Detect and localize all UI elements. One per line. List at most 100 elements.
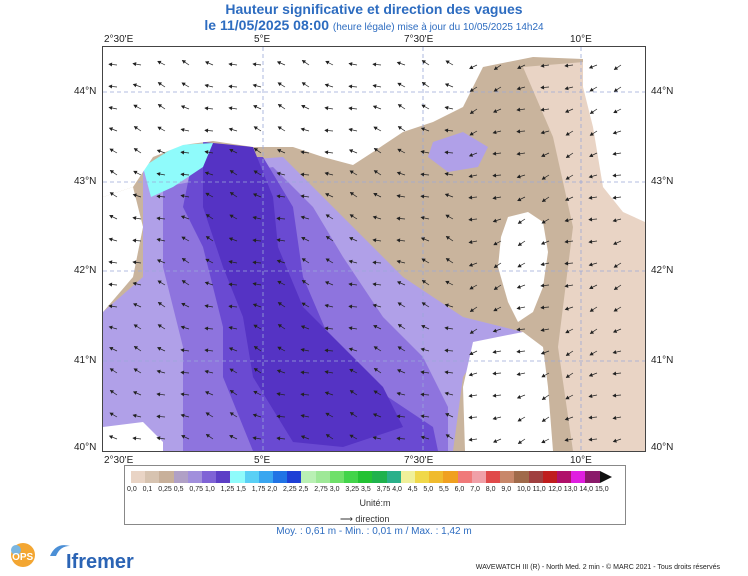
direction-arrowhead (205, 433, 211, 438)
direction-arrowhead (468, 415, 473, 420)
lon-label-top: 2°30'E (104, 34, 134, 45)
direction-arrowhead (516, 129, 521, 134)
direction-arrowhead (420, 414, 425, 419)
direction-arrowhead (277, 82, 282, 87)
direction-arrowhead (469, 110, 475, 114)
direction-arrowhead (445, 60, 450, 65)
direction-arrowhead (588, 64, 594, 69)
direction-arrowhead (564, 86, 569, 91)
direction-arrowhead (565, 329, 570, 334)
direction-arrowhead (396, 414, 401, 419)
credit-line: WAVEWATCH III (R) - North Med. 2 min - ©… (475, 564, 720, 571)
direction-arrowhead (492, 416, 497, 421)
legend-swatch (315, 471, 331, 483)
legend-swatch (372, 471, 388, 483)
direction-arrowhead (276, 392, 281, 397)
legend-swatch (202, 471, 217, 483)
direction-arrowhead (229, 412, 234, 416)
legend-overflow-arrow-icon (599, 471, 612, 483)
direction-arrowhead (108, 237, 113, 242)
direction-arrowhead (420, 347, 425, 352)
legend-label: 4,5 (407, 486, 418, 493)
direction-arrowhead (205, 61, 210, 65)
direction-arrowhead (492, 151, 497, 156)
direction-arrowhead (565, 395, 570, 400)
direction-arrowhead (349, 368, 354, 373)
ifremer-logo[interactable]: Ifremer (66, 551, 134, 573)
legend-label: 1,25 (220, 486, 235, 493)
direction-arrowhead (300, 370, 305, 375)
legend-label: 12,0 (548, 486, 562, 493)
direction-arrowhead (613, 286, 619, 291)
direction-arrowhead (324, 370, 329, 375)
direction-arrowhead (277, 346, 282, 351)
direction-arrowhead (588, 415, 593, 420)
legend-swatch (457, 471, 473, 483)
direction-arrowhead (300, 150, 305, 155)
lon-label-bottom: 7°30'E (404, 455, 434, 466)
wave-statistics: Moy. : 0,61 m - Min. : 0,01 m / Max. : 1… (276, 526, 472, 537)
lon-label-top: 7°30'E (404, 34, 434, 45)
direction-arrowhead (468, 217, 473, 222)
direction-arrowhead (492, 218, 497, 223)
direction-arrowhead (396, 238, 401, 243)
direction-arrowhead (421, 82, 427, 86)
direction-arrowhead (541, 373, 546, 378)
direction-arrowhead (300, 435, 306, 440)
wave-map[interactable] (102, 46, 646, 452)
direction-arrowhead (156, 216, 161, 221)
direction-arrowhead (349, 390, 354, 394)
direction-arrowhead (300, 194, 305, 199)
legend-unit: Unité:m (359, 498, 391, 508)
direction-arrowhead (444, 172, 449, 177)
direction-arrowhead (372, 282, 377, 287)
direction-arrowhead (540, 130, 545, 135)
direction-arrowhead (492, 130, 497, 135)
direction-arrowhead (228, 127, 233, 132)
direction-arrowhead (252, 282, 257, 287)
direction-arrowhead (516, 86, 521, 91)
direction-arrowhead (109, 412, 114, 417)
direction-arrowhead (132, 281, 137, 286)
direction-arrowhead (445, 434, 450, 439)
legend-swatch (230, 471, 246, 483)
wave-height-field (103, 47, 645, 451)
lon-label-top: 10°E (570, 34, 592, 45)
direction-arrowhead (373, 126, 378, 131)
direction-arrowhead (157, 280, 162, 285)
direction-arrowhead (492, 349, 497, 354)
direction-arrowhead (108, 260, 113, 265)
direction-arrowhead (468, 152, 474, 157)
direction-arrowhead (204, 106, 209, 111)
direction-arrowhead (325, 235, 331, 240)
direction-arrowhead (373, 148, 379, 152)
direction-arrowhead (516, 349, 521, 354)
direction-arrowhead (300, 215, 305, 220)
legend-swatch (358, 471, 373, 483)
lat-label-left: 44°N (74, 86, 97, 97)
direction-arrowhead (108, 84, 113, 89)
direction-arrowhead (517, 197, 522, 202)
legend-swatch (287, 471, 302, 483)
legend-label: 4,0 (392, 486, 402, 493)
lat-label-right: 40°N (651, 442, 674, 453)
direction-arrowhead (156, 414, 161, 419)
direction-arrowhead (469, 65, 474, 70)
direction-arrowhead (468, 262, 474, 267)
direction-arrowhead (564, 261, 569, 266)
direction-arrowhead (396, 216, 401, 221)
direction-arrowhead (469, 88, 474, 92)
direction-arrowhead (397, 104, 402, 108)
direction-arrowhead (421, 325, 426, 329)
direction-arrowhead (589, 153, 594, 158)
direction-arrowhead (397, 82, 402, 87)
direction-arrowhead (565, 175, 570, 180)
direction-arrowhead (444, 303, 449, 308)
direction-arrowhead (517, 242, 523, 246)
direction-arrowhead (444, 326, 449, 331)
lat-label-left: 40°N (74, 442, 97, 453)
direction-arrowhead (228, 237, 234, 242)
direction-arrowhead (229, 148, 234, 153)
direction-arrowhead (300, 325, 306, 330)
direction-arrowhead (132, 83, 137, 88)
